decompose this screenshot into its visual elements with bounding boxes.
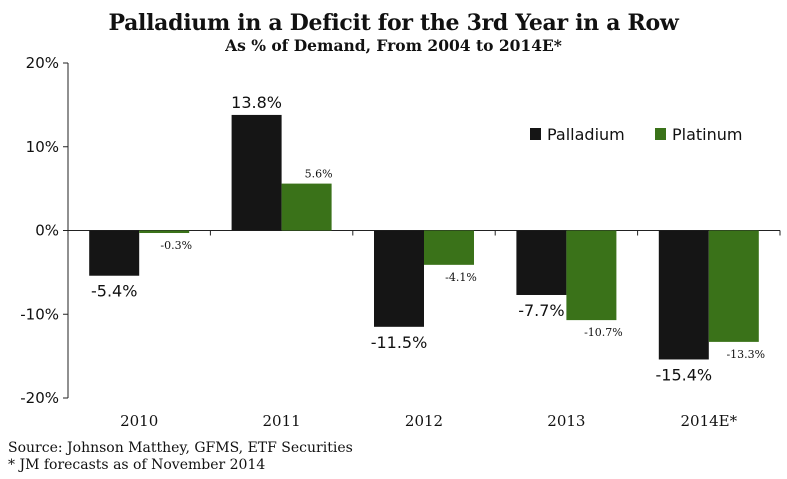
palladium-data-label: -11.5% xyxy=(371,333,428,352)
chart-title: Palladium in a Deficit for the 3rd Year … xyxy=(108,10,679,36)
platinum-legend-swatch xyxy=(655,128,666,140)
chart-subtitle: As % of Demand, From 2004 to 2014E* xyxy=(225,36,562,55)
source-note: Source: Johnson Matthey, GFMS, ETF Secur… xyxy=(8,440,353,456)
platinum-data-label: -10.7% xyxy=(584,326,623,339)
palladium-legend-label: Palladium xyxy=(547,125,625,144)
palladium-bar xyxy=(516,230,567,295)
chart-footer: Source: Johnson Matthey, GFMS, ETF Secur… xyxy=(8,440,353,474)
y-tick-label: 10% xyxy=(26,138,59,156)
x-category-label: 2010 xyxy=(120,412,158,430)
platinum-bar xyxy=(281,183,332,231)
platinum-bar xyxy=(139,230,190,234)
y-tick-label: -10% xyxy=(20,305,59,323)
palladium-data-label: -5.4% xyxy=(91,282,137,301)
x-category-label: 2014E* xyxy=(680,412,737,430)
x-category-label: 2011 xyxy=(263,412,301,430)
platinum-bar xyxy=(566,230,617,321)
palladium-bar xyxy=(89,230,140,276)
platinum-data-label: -4.1% xyxy=(445,271,477,284)
platinum-bar xyxy=(424,230,474,265)
platinum-data-label: 5.6% xyxy=(305,168,333,181)
x-category-label: 2012 xyxy=(405,412,443,430)
palladium-bar xyxy=(231,114,282,231)
x-category-label: 2013 xyxy=(547,412,585,430)
palladium-data-label: -7.7% xyxy=(518,301,564,320)
platinum-data-label: -13.3% xyxy=(726,348,765,361)
y-tick-label: -20% xyxy=(20,389,59,407)
palladium-bar xyxy=(374,230,424,327)
platinum-data-label: -0.3% xyxy=(160,239,192,252)
forecast-note: * JM forecasts as of November 2014 xyxy=(8,457,266,473)
platinum-bar xyxy=(708,230,759,342)
y-tick-label: 0% xyxy=(35,222,59,240)
palladium-data-label: -15.4% xyxy=(655,365,712,384)
palladium-data-label: 13.8% xyxy=(231,93,282,112)
palladium-legend-swatch xyxy=(530,128,541,140)
y-tick-label: 20% xyxy=(26,54,59,72)
palladium-bar xyxy=(658,230,709,360)
platinum-legend-label: Platinum xyxy=(672,125,742,144)
